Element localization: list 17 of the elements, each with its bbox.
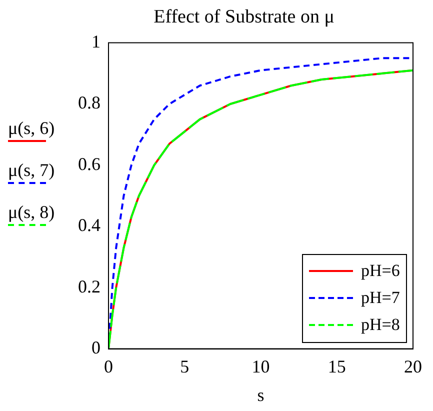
legend-label: pH=7	[361, 288, 400, 308]
y-tick-label: 0.6	[78, 154, 100, 174]
x-axis-title: s	[257, 384, 264, 405]
text: μ(s, 6) μ(s, 7) μ(s, 8)	[8, 118, 55, 222]
y-tick-label: 1	[92, 32, 100, 52]
y-tick-label: 0.8	[78, 92, 100, 113]
x-tick-label: 0	[104, 356, 113, 376]
x-tick-label: 15	[328, 356, 346, 376]
legend-label: pH=6	[361, 261, 400, 282]
x-tick-label: 20	[404, 356, 422, 376]
x-tick-label: 10	[252, 356, 270, 376]
legend-label: pH=8	[361, 315, 400, 336]
y-tick-label: 0.4	[78, 215, 100, 236]
y-tick-label: 0	[92, 338, 100, 358]
x-tick-label: 5	[180, 356, 190, 376]
y-tick-label: 0.2	[78, 276, 100, 296]
chart-title: Effect of Substrate on μ	[154, 6, 334, 28]
